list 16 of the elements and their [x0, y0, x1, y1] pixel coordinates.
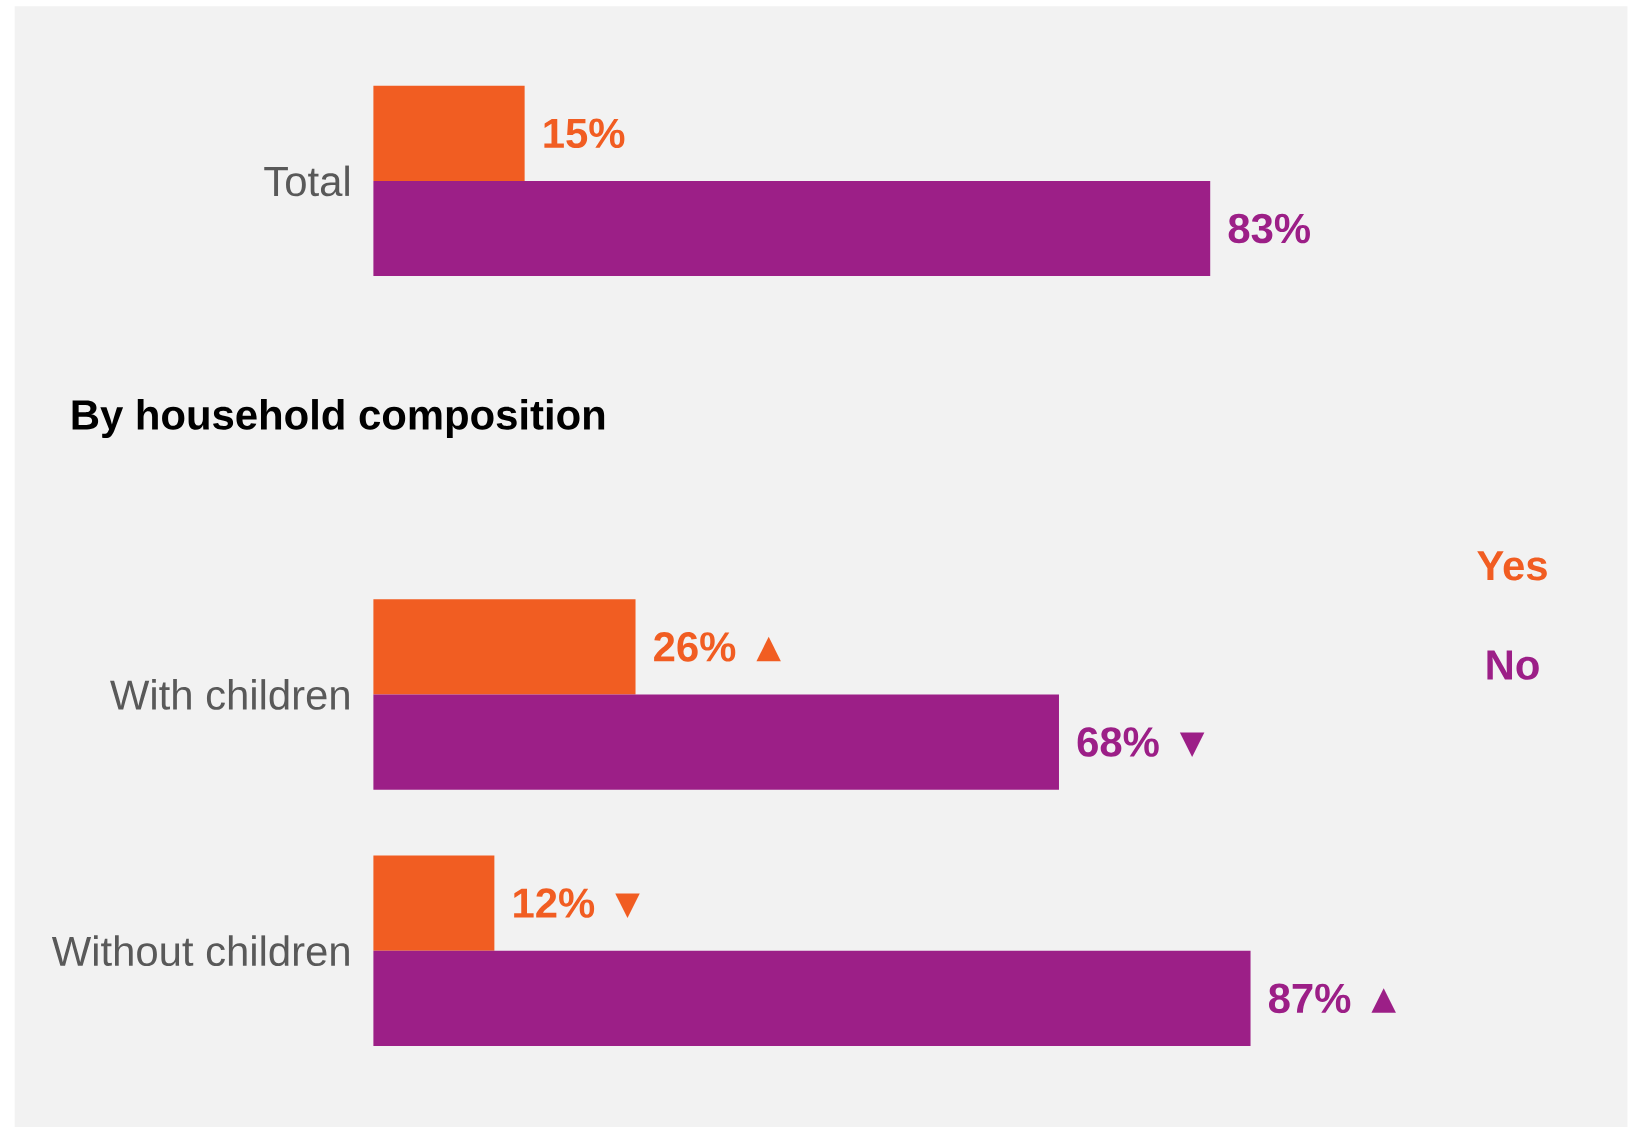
data-label: 12% ▼ [514, 888, 640, 918]
bar [373, 855, 495, 951]
text: No [1487, 650, 1539, 680]
data-label: 68% ▼ [1077, 726, 1205, 757]
bar [373, 599, 636, 695]
y-tick-label: Total [264, 165, 349, 197]
data-label: 26% ▲ [654, 631, 781, 662]
bar [373, 694, 1059, 790]
y-tick-label: Without children [51, 935, 349, 966]
data-label: 15% [544, 118, 625, 148]
data-label: 83% [1228, 213, 1310, 244]
text: Yes [1477, 551, 1547, 581]
y-tick-label: With children [110, 678, 349, 710]
bar [373, 950, 1251, 1046]
chart-title: By household composition [72, 398, 605, 438]
data-label: 87% ▲ [1268, 983, 1396, 1013]
